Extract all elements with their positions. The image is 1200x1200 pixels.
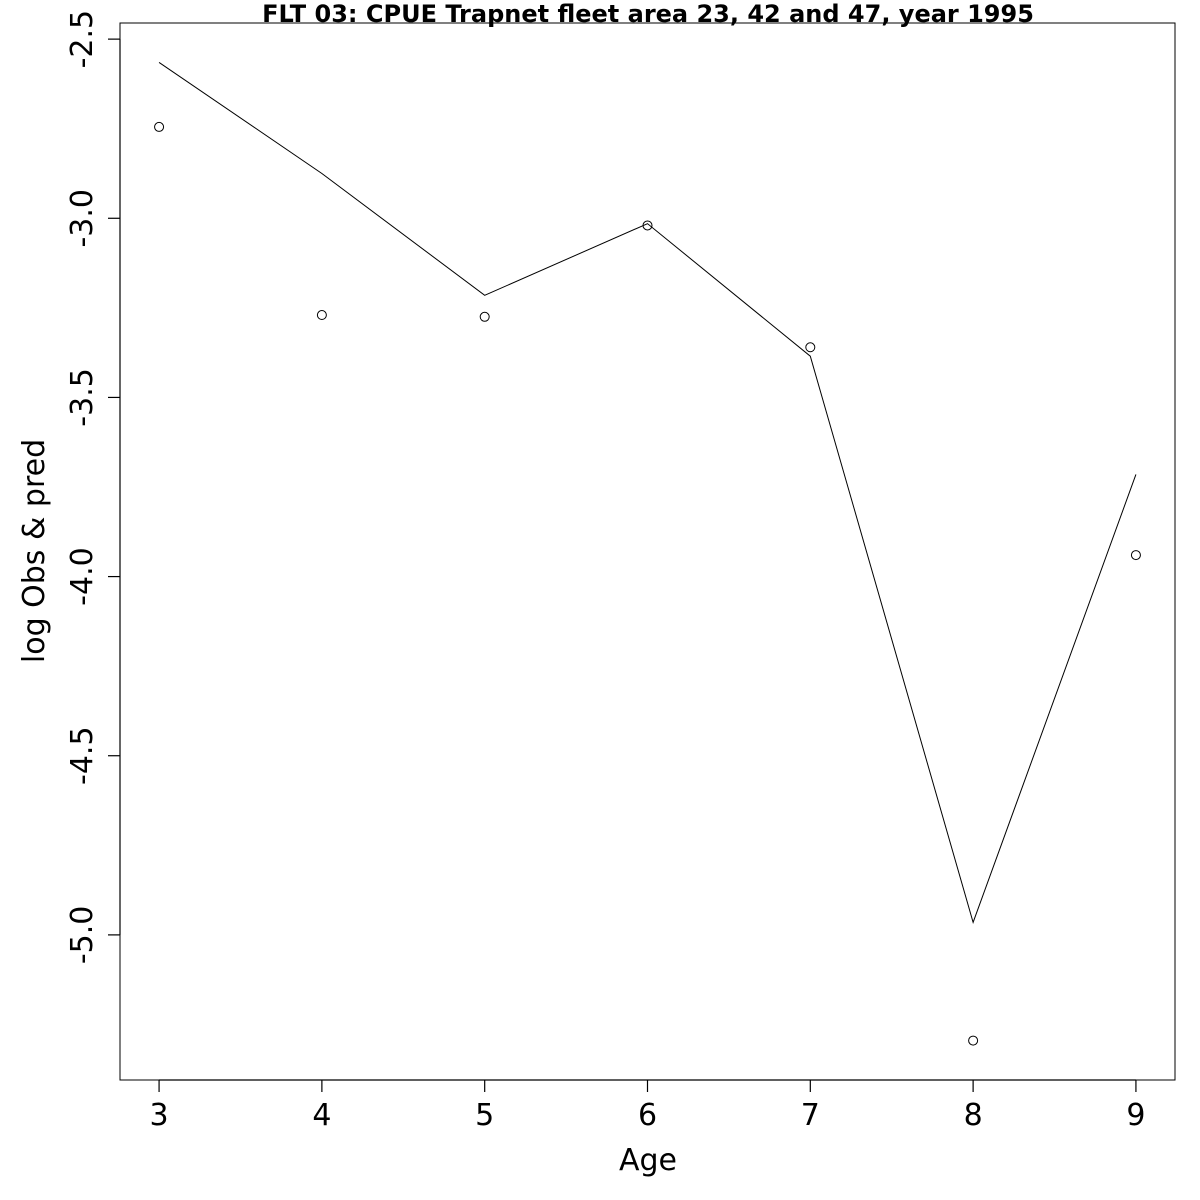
x-tick-label: 6 bbox=[638, 1098, 657, 1133]
observed-point bbox=[479, 311, 490, 322]
observed-point bbox=[805, 342, 816, 353]
x-tick-label: 5 bbox=[475, 1098, 494, 1133]
y-tick-label: -4.5 bbox=[65, 726, 100, 785]
observed-point bbox=[154, 121, 165, 132]
x-axis: 3 4 5 6 7 8 9 bbox=[150, 1079, 1145, 1133]
observed-point bbox=[1130, 550, 1141, 561]
y-tick-label: -3.0 bbox=[65, 189, 100, 248]
plot-frame bbox=[119, 22, 1176, 1081]
series-layer bbox=[154, 62, 1141, 1046]
x-tick-label: 7 bbox=[801, 1098, 820, 1133]
predicted-line bbox=[158, 62, 1137, 924]
x-tick-label: 8 bbox=[964, 1098, 983, 1133]
x-tick-label: 4 bbox=[312, 1098, 331, 1133]
y-tick-label: -5.0 bbox=[65, 906, 100, 965]
x-tick-label: 3 bbox=[150, 1098, 169, 1133]
y-tick-label: -4.0 bbox=[65, 547, 100, 606]
x-tick-label: 9 bbox=[1126, 1098, 1145, 1133]
chart-title: FLT 03: CPUE Trapnet fleet area 23, 42 a… bbox=[262, 0, 1034, 28]
observed-point bbox=[316, 310, 327, 321]
observed-point bbox=[642, 220, 653, 231]
y-tick-label: -2.5 bbox=[65, 10, 100, 69]
y-axis-title: log Obs & pred bbox=[17, 439, 52, 663]
y-axis: -2.5 -3.0 -3.5 -4.0 -4.5 -5.0 bbox=[65, 10, 121, 965]
y-tick-label: -3.5 bbox=[65, 368, 100, 427]
observed-point bbox=[968, 1035, 979, 1046]
x-axis-title: Age bbox=[619, 1143, 677, 1178]
